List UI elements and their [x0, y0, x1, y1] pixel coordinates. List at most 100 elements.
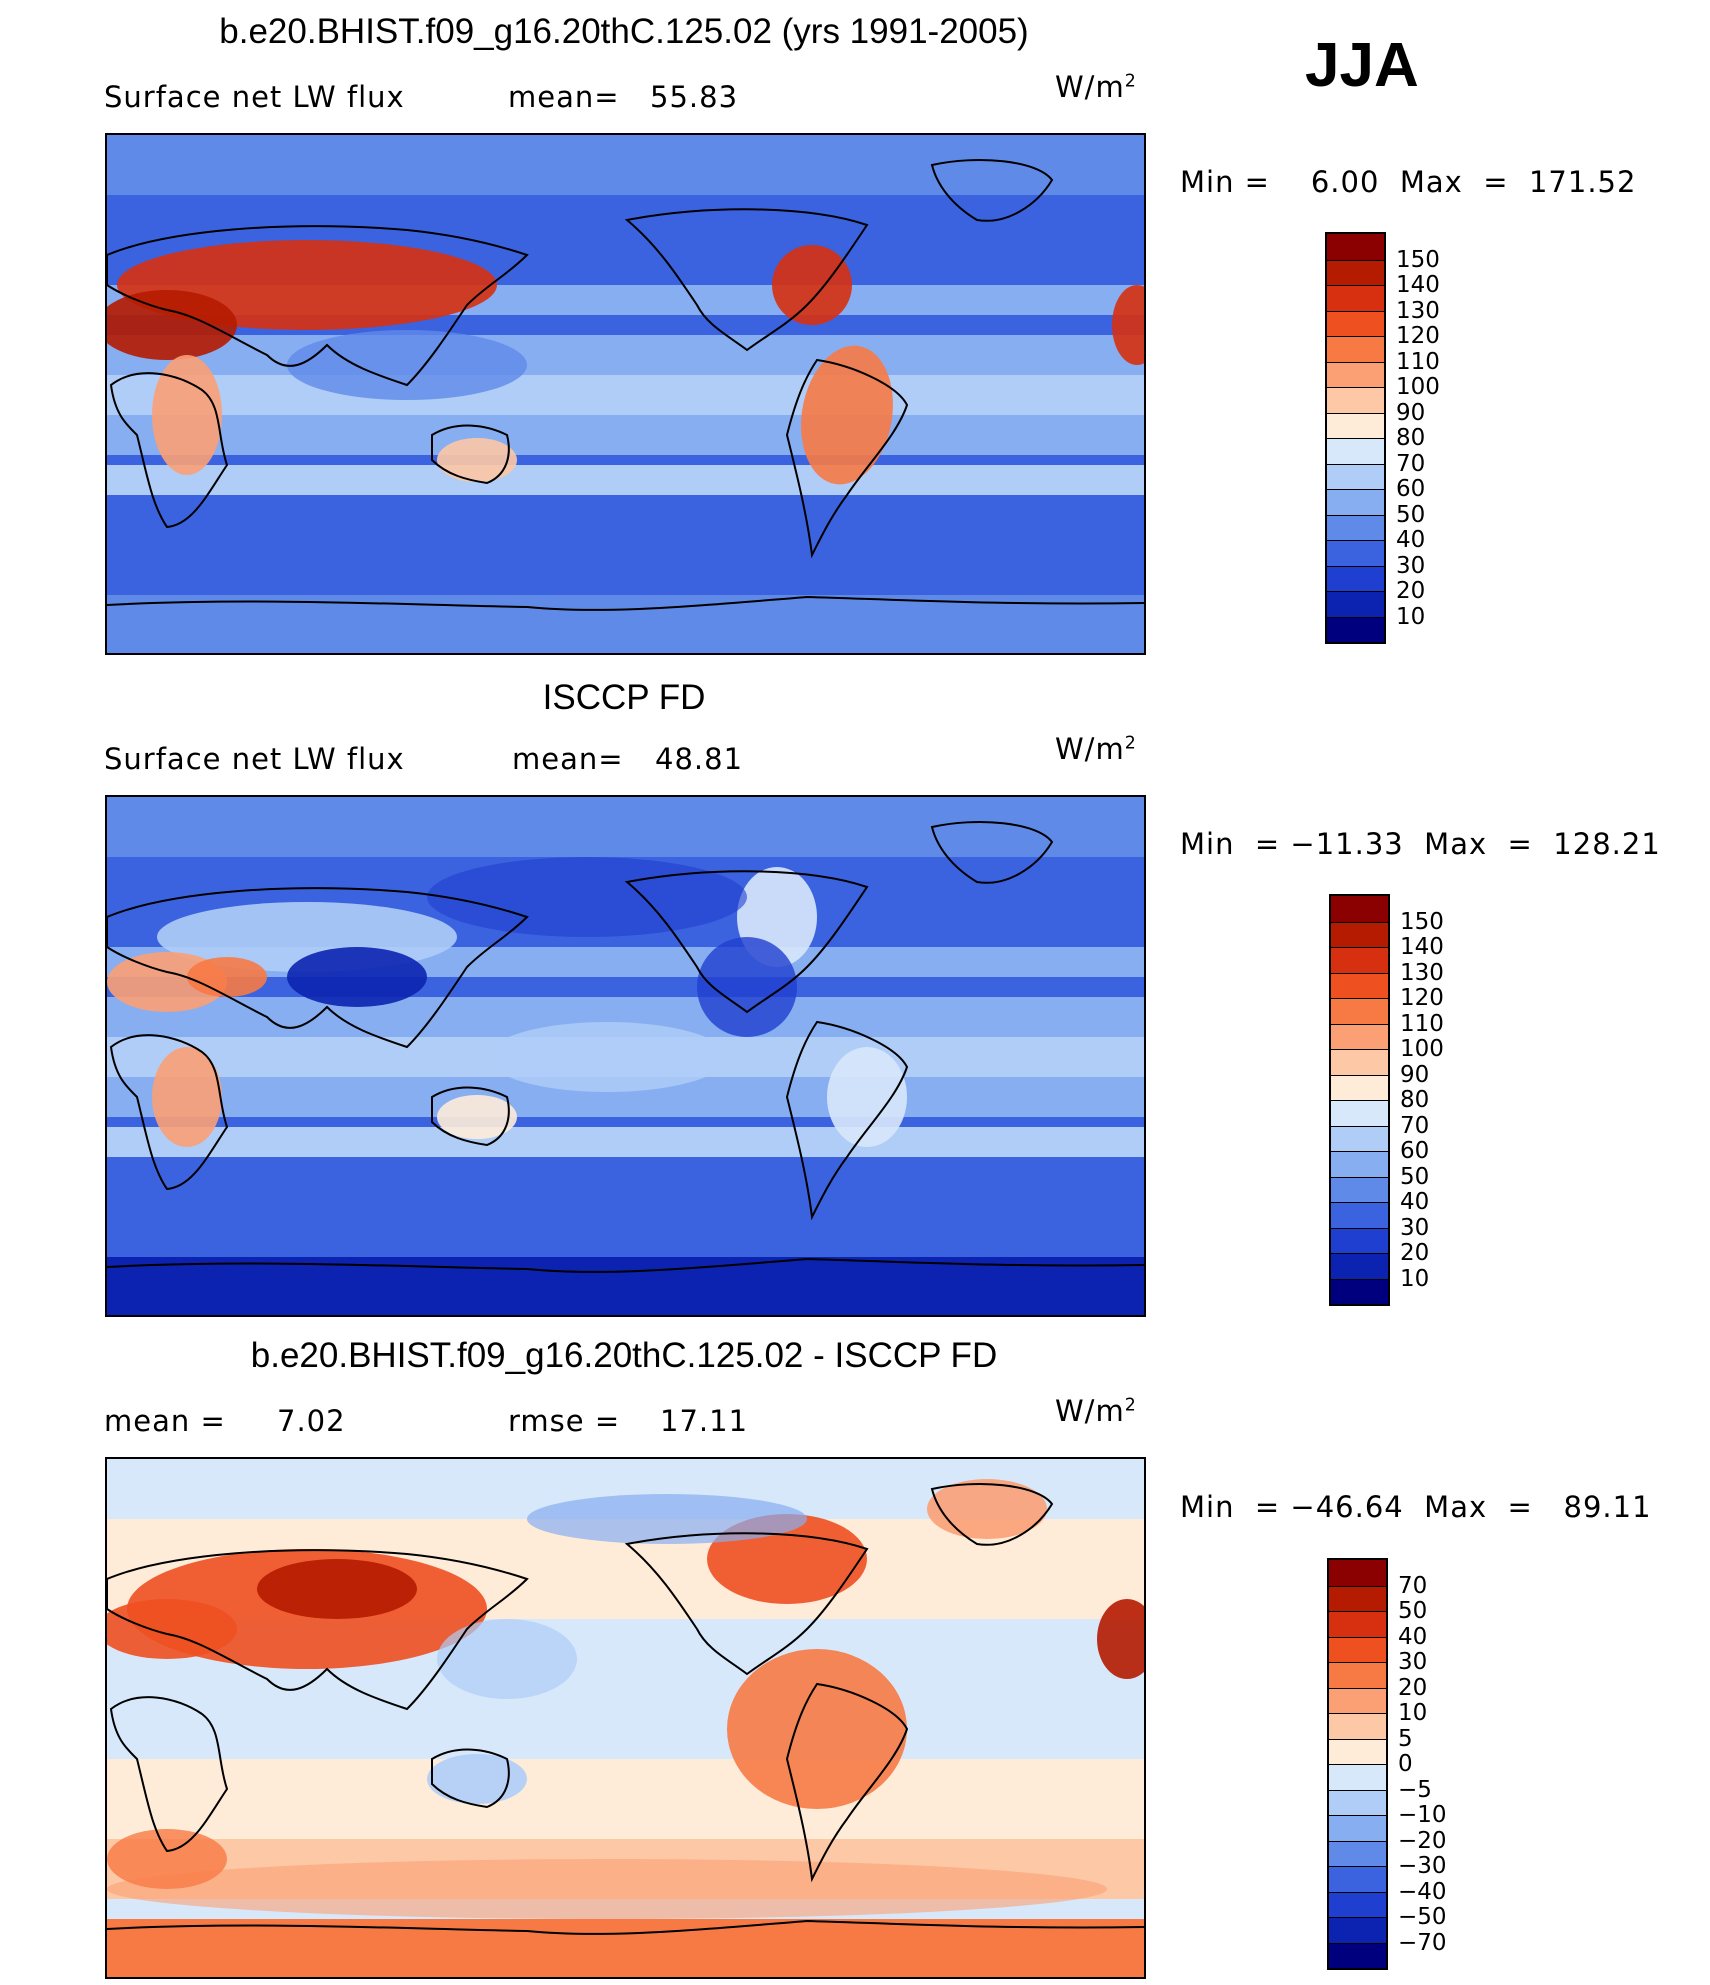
panel-2-title: ISCCP FD	[542, 678, 706, 717]
colorbar-label: 130	[1400, 959, 1444, 986]
colorbar-label: 150	[1396, 246, 1440, 273]
colorbar-label: −5	[1398, 1776, 1432, 1803]
panel-3-colorbar	[1327, 1558, 1388, 1970]
colorbar-box	[1327, 310, 1384, 336]
colorbar-box	[1329, 1636, 1386, 1662]
colorbar-label: 10	[1398, 1700, 1428, 1726]
colorbar-label: 90	[1396, 399, 1426, 426]
colorbar-label: −30	[1398, 1853, 1447, 1879]
colorbar-label: 150	[1400, 908, 1444, 935]
panel-1-map	[105, 133, 1146, 655]
colorbar-label: 110	[1396, 348, 1440, 375]
colorbar-box	[1327, 234, 1384, 260]
colorbar-box	[1331, 947, 1388, 973]
colorbar-box	[1327, 616, 1384, 642]
colorbar-box	[1331, 1176, 1388, 1202]
colorbar-box	[1331, 1151, 1388, 1177]
colorbar-box	[1327, 591, 1384, 617]
colorbar-label: 30	[1400, 1214, 1430, 1241]
colorbar-label: 0	[1398, 1751, 1413, 1777]
colorbar-label: 70	[1396, 450, 1426, 477]
colorbar-label: 100	[1396, 374, 1440, 400]
panel-2-variable-label: Surface net LW flux	[104, 742, 405, 776]
colorbar-box	[1331, 896, 1388, 922]
colorbar-label: 80	[1400, 1087, 1430, 1113]
colorbar-box	[1329, 1560, 1386, 1586]
colorbar-box	[1331, 1253, 1388, 1279]
colorbar-box	[1327, 285, 1384, 311]
season-label: JJA	[1305, 31, 1419, 100]
colorbar-box	[1329, 1815, 1386, 1841]
panel-3-field	[107, 1459, 1144, 1977]
panel-3-minmax: Min = −46.64 Max = 89.11	[1180, 1490, 1652, 1524]
colorbar-box	[1331, 972, 1388, 998]
colorbar-box	[1329, 1687, 1386, 1713]
colorbar-box	[1331, 1023, 1388, 1049]
colorbar-label: 120	[1400, 985, 1444, 1011]
colorbar-box	[1331, 1202, 1388, 1228]
colorbar-label: 50	[1396, 501, 1426, 528]
colorbar-label: 70	[1400, 1112, 1430, 1139]
colorbar-box	[1327, 412, 1384, 438]
panel-2-mean-value: 48.81	[655, 742, 744, 776]
panel-3-units: W/m2	[1055, 1394, 1137, 1428]
colorbar-label: 5	[1398, 1725, 1413, 1752]
colorbar-label: −40	[1398, 1878, 1447, 1905]
panel-3-title: b.e20.BHIST.f09_g16.20thC.125.02 - ISCCP…	[250, 1336, 998, 1375]
colorbar-box	[1329, 1840, 1386, 1866]
colorbar-box	[1327, 361, 1384, 387]
colorbar-box	[1331, 921, 1388, 947]
colorbar-box	[1327, 463, 1384, 489]
colorbar-label: 70	[1398, 1572, 1428, 1599]
colorbar-box	[1329, 1942, 1386, 1968]
colorbar-box	[1331, 1227, 1388, 1253]
colorbar-label: 120	[1396, 323, 1440, 349]
colorbar-box	[1331, 1125, 1388, 1151]
colorbar-box	[1329, 1764, 1386, 1790]
colorbar-label: 30	[1398, 1649, 1428, 1675]
colorbar-label: 140	[1396, 272, 1440, 298]
colorbar-label: 140	[1400, 934, 1444, 960]
panel-3-map	[105, 1457, 1146, 1979]
colorbar-label: 90	[1400, 1061, 1430, 1088]
colorbar-box	[1329, 1611, 1386, 1637]
colorbar-label: 50	[1400, 1163, 1430, 1190]
colorbar-label: 40	[1398, 1623, 1428, 1650]
colorbar-box	[1331, 1074, 1388, 1100]
panel-1-colorbar	[1325, 232, 1386, 644]
colorbar-box	[1331, 1049, 1388, 1075]
panel-1-mean-value: 55.83	[650, 80, 739, 114]
colorbar-label: −70	[1398, 1929, 1447, 1956]
panel-2-field	[107, 797, 1144, 1315]
colorbar-label: 20	[1400, 1240, 1430, 1266]
colorbar-label: 100	[1400, 1036, 1444, 1062]
colorbar-box	[1331, 1278, 1388, 1304]
colorbar-label: 50	[1398, 1598, 1428, 1624]
colorbar-box	[1331, 998, 1388, 1024]
colorbar-label: 40	[1396, 527, 1426, 553]
colorbar-box	[1327, 540, 1384, 566]
panel-1-field	[107, 135, 1144, 653]
colorbar-label: −10	[1398, 1802, 1447, 1828]
colorbar-label: −20	[1398, 1827, 1447, 1854]
panel-1-mean-label: mean=	[508, 80, 620, 114]
colorbar-label: 130	[1396, 297, 1440, 324]
colorbar-box	[1327, 489, 1384, 515]
colorbar-box	[1331, 1100, 1388, 1126]
colorbar-label: 60	[1400, 1138, 1430, 1164]
colorbar-box	[1329, 1891, 1386, 1917]
panel-2-map	[105, 795, 1146, 1317]
panel-3-rmse-label: rmse =	[508, 1404, 621, 1438]
colorbar-box	[1327, 565, 1384, 591]
panel-3-mean-label: mean =	[104, 1404, 226, 1438]
panel-1-units: W/m2	[1055, 70, 1137, 104]
colorbar-label: 10	[1400, 1265, 1430, 1292]
colorbar-label: 20	[1396, 578, 1426, 604]
colorbar-box	[1329, 1585, 1386, 1611]
colorbar-box	[1329, 1917, 1386, 1943]
panel-2-colorbar	[1329, 894, 1390, 1306]
colorbar-box	[1329, 1662, 1386, 1688]
colorbar-box	[1327, 336, 1384, 362]
colorbar-label: 40	[1400, 1189, 1430, 1215]
colorbar-label: 60	[1396, 476, 1426, 502]
